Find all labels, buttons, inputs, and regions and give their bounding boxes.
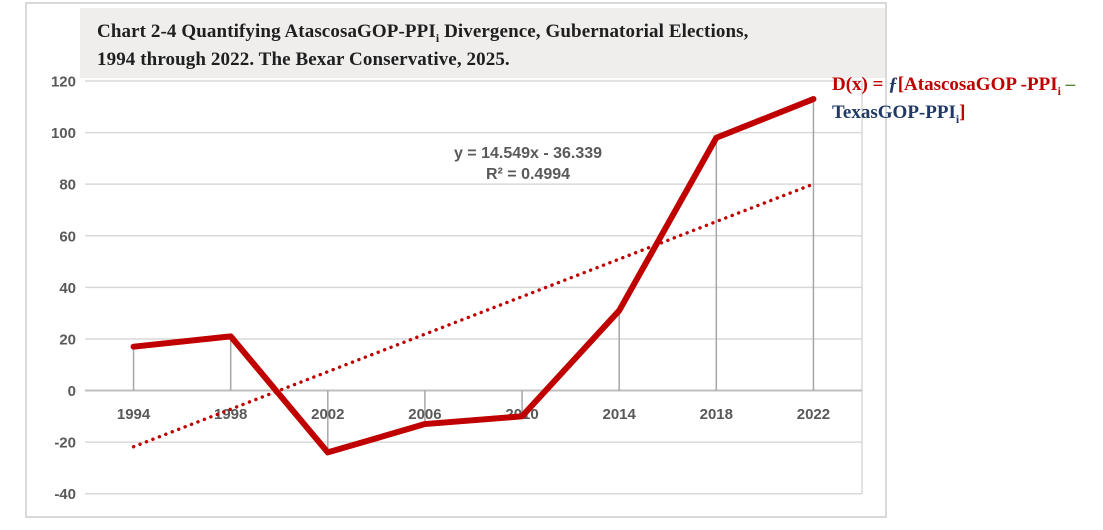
chart-title-line2: 1994 through 2022. The Bexar Conservativ… bbox=[97, 49, 510, 70]
trendline-equation-line: y = 14.549x - 36.339 bbox=[453, 145, 603, 162]
chart-title-text-cont: Divergence, Gubernatorial Elections, bbox=[439, 21, 749, 42]
formula-term1-subscript: i bbox=[1057, 84, 1061, 98]
formula-annotation: D(x) = ƒ[AtascosaGOP -PPIi – TexasGOP-PP… bbox=[832, 71, 1103, 127]
chart-title-line1: Chart 2-4 Quantifying AtascosaGOP-PPIi D… bbox=[97, 18, 885, 46]
formula-annotation-line2: TexasGOP-PPIi] bbox=[832, 99, 1103, 127]
chart-title-subscript: i bbox=[435, 31, 440, 45]
chart-title-box: Chart 2-4 Quantifying AtascosaGOP-PPIi D… bbox=[80, 8, 885, 78]
formula-annotation-line1: D(x) = ƒ[AtascosaGOP -PPIi – bbox=[832, 71, 1103, 99]
chart-frame bbox=[25, 2, 887, 518]
formula-term2-subscript: i bbox=[955, 112, 960, 126]
trendline-r-squared: R² = 0.4994 bbox=[485, 166, 571, 183]
formula-term1: AtascosaGOP -PPI bbox=[904, 74, 1058, 95]
formula-term2: TexasGOP-PPI bbox=[832, 102, 956, 123]
formula-minus-dash: – bbox=[1060, 74, 1076, 95]
integral-symbol: ƒ bbox=[888, 74, 898, 95]
chart-title-text: Chart 2-4 Quantifying AtascosaGOP-PPI bbox=[97, 21, 436, 42]
formula-dx-label: D(x) = bbox=[832, 74, 889, 95]
formula-open-bracket: [ bbox=[897, 74, 905, 95]
trendline-equation: y = 14.549x - 36.339 R² = 0.4994 bbox=[403, 143, 653, 185]
formula-close-bracket: ] bbox=[959, 102, 966, 123]
